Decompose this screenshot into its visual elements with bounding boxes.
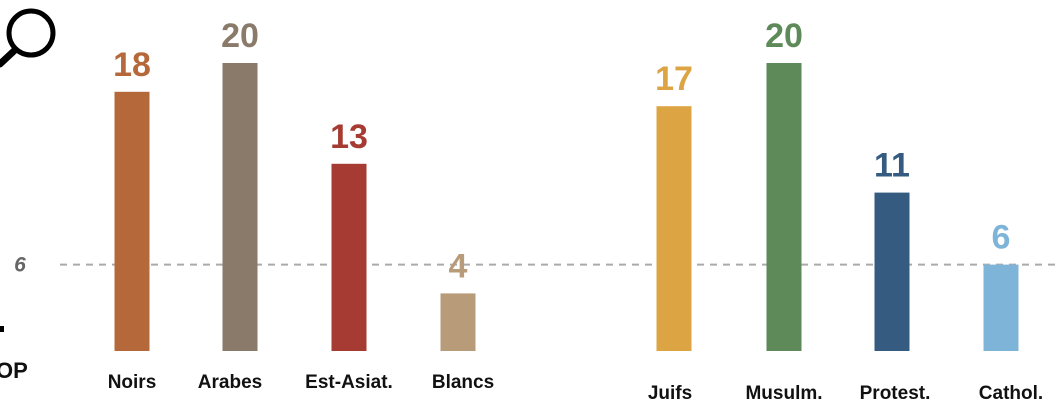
- bar-musulm-: [766, 63, 802, 351]
- reference-line-label: 6: [14, 254, 26, 277]
- category-label: Musulm.: [745, 383, 822, 401]
- data-label: 4: [449, 247, 468, 285]
- bar-juifs: [656, 106, 692, 351]
- data-label: 20: [765, 17, 803, 55]
- magnifying-glass-icon: [0, 8, 56, 68]
- category-label: Noirs: [108, 372, 157, 393]
- bar-noirs: [114, 91, 150, 352]
- logo-fragment-text: OP: [0, 358, 28, 383]
- category-label: Arabes: [198, 372, 262, 393]
- bar-cathol-: [983, 264, 1019, 351]
- bar-protest-: [874, 192, 910, 351]
- data-label: 13: [330, 118, 368, 156]
- data-label: 18: [113, 46, 151, 84]
- data-label: 6: [992, 219, 1011, 257]
- category-label: Juifs: [648, 383, 692, 401]
- logo-fragment: OP: [0, 326, 28, 383]
- category-label: Est-Asiat.: [305, 372, 393, 393]
- bars-layer: 18 Noirs 20 Arabes 13 Est-Asiat. 4 Blancs 17 Juif…: [108, 17, 1043, 401]
- data-label: 20: [221, 17, 259, 55]
- bar-est-asiat-: [331, 163, 367, 351]
- bar-blancs: [440, 293, 476, 351]
- data-label: 11: [874, 147, 910, 185]
- bar-arabes: [222, 63, 258, 351]
- category-label: Blancs: [432, 372, 494, 393]
- data-label: 17: [655, 60, 693, 98]
- category-label: Protest.: [860, 383, 931, 401]
- category-label: Cathol.: [979, 383, 1043, 401]
